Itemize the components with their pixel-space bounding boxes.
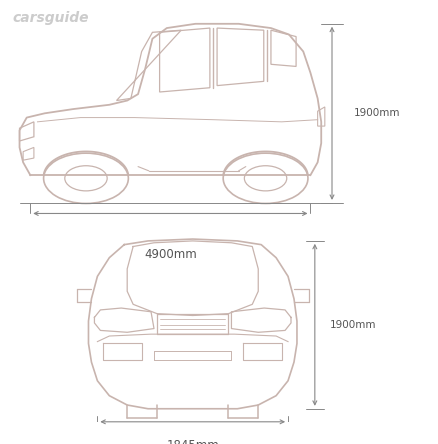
- Text: 1900mm: 1900mm: [353, 108, 400, 118]
- Text: 1845mm: 1845mm: [166, 439, 219, 444]
- Text: 1900mm: 1900mm: [330, 320, 376, 330]
- Text: carsguide: carsguide: [12, 11, 89, 25]
- Text: 4900mm: 4900mm: [144, 248, 197, 261]
